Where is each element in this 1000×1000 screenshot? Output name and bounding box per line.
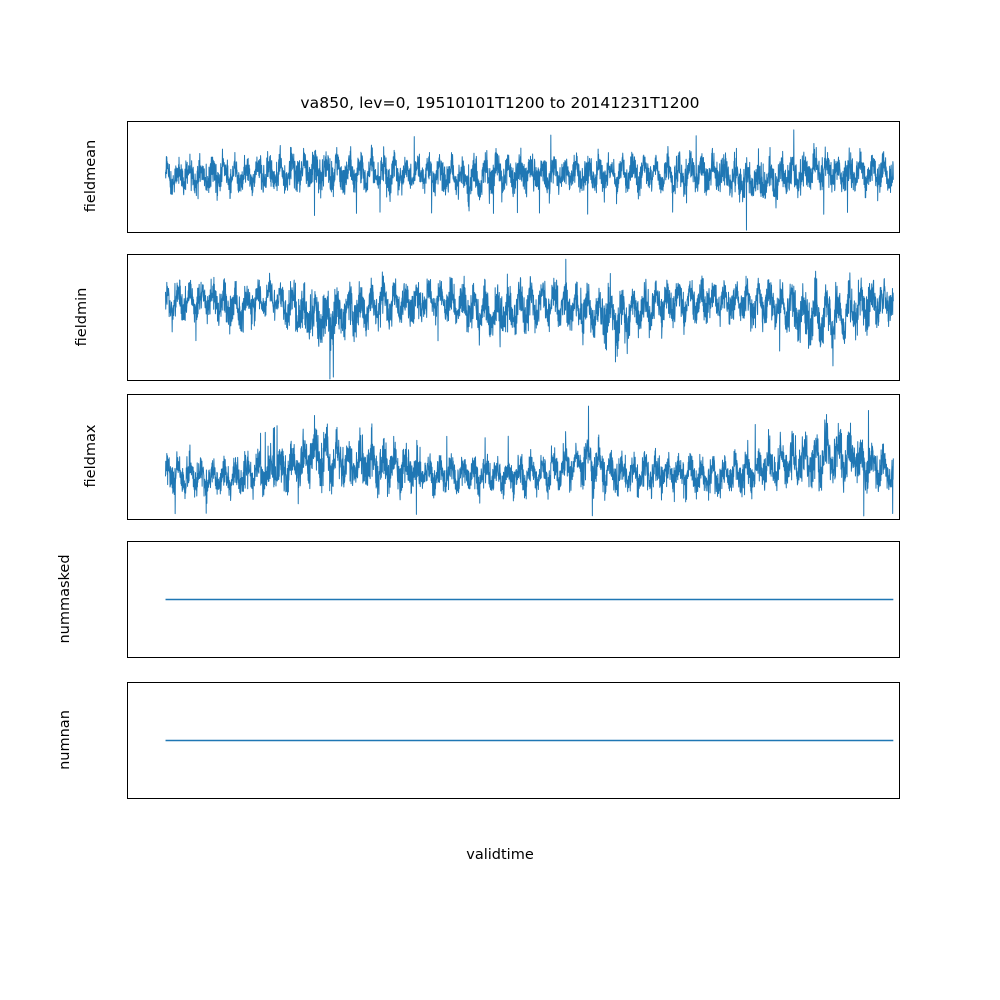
- y-tick-mark: [127, 555, 128, 556]
- plot-line-numnan: [165, 739, 894, 742]
- x-tick-mark: [382, 232, 383, 233]
- x-tick-mark: [496, 519, 497, 520]
- x-tick-mark: [154, 519, 155, 520]
- x-tick-mark: [724, 519, 725, 520]
- x-tick-mark: [838, 519, 839, 520]
- x-tick-mark: [610, 798, 611, 799]
- x-tick-mark: [154, 232, 155, 233]
- x-tick-mark: [268, 798, 269, 799]
- figure-title: va850, lev=0, 19510101T1200 to 20141231T…: [300, 94, 700, 112]
- y-tick-mark: [127, 696, 128, 697]
- x-tick-mark: [382, 657, 383, 658]
- y-tick-mark: [127, 223, 128, 224]
- x-tick-mark: [724, 657, 725, 658]
- x-tick-mark: [268, 519, 269, 520]
- x-tick-mark: [154, 380, 155, 381]
- x-axis-label: validtime: [466, 847, 534, 863]
- x-tick-mark: [610, 380, 611, 381]
- y-tick-mark: [127, 600, 128, 601]
- plot-line-fieldmean: [165, 129, 894, 231]
- x-tick-mark: [268, 232, 269, 233]
- x-tick-mark: [838, 657, 839, 658]
- y-tick-mark: [127, 741, 128, 742]
- plot-line-fieldmin: [165, 258, 894, 380]
- y-tick-mark: [127, 177, 128, 178]
- y-tick-mark: [127, 132, 128, 133]
- x-tick-mark: [154, 798, 155, 799]
- y-axis-label-fieldmax: fieldmax: [82, 424, 99, 488]
- x-tick-mark: [496, 798, 497, 799]
- y-tick-mark: [127, 281, 128, 282]
- subplot-fieldmin: −20−40−601950196019701980199020002010: [127, 254, 900, 381]
- y-axis-label-fieldmean: fieldmean: [82, 139, 99, 213]
- x-tick-mark: [838, 380, 839, 381]
- subplot-numnan: 0.050.00−0.05195019601970198019902000201…: [127, 682, 900, 799]
- x-tick-mark: [724, 232, 725, 233]
- x-tick-mark: [496, 232, 497, 233]
- x-tick-mark: [496, 657, 497, 658]
- subplot-fieldmax: 6040201950196019701980199020002010: [127, 394, 900, 520]
- x-tick-mark: [610, 232, 611, 233]
- x-tick-mark: [382, 380, 383, 381]
- x-tick-mark: [382, 519, 383, 520]
- x-tick-mark: [724, 380, 725, 381]
- x-tick-mark: [268, 380, 269, 381]
- plot-line-fieldmax: [165, 405, 894, 517]
- x-tick-mark: [610, 657, 611, 658]
- subplot-nummasked: 0.050.00−0.05195019601970198019902000201…: [127, 541, 900, 658]
- y-tick-mark: [127, 452, 128, 453]
- x-tick-mark: [382, 798, 383, 799]
- y-tick-mark: [127, 645, 128, 646]
- y-tick-mark: [127, 320, 128, 321]
- y-tick-mark: [127, 786, 128, 787]
- y-axis-label-fieldmin: fieldmin: [74, 287, 91, 346]
- x-tick-mark: [154, 657, 155, 658]
- y-axis-label-nummasked: nummasked: [57, 553, 73, 644]
- data-line: [165, 129, 894, 231]
- subplot-fieldmean: 20−21950196019701980199020002010: [127, 121, 900, 233]
- y-tick-mark: [127, 414, 128, 415]
- x-tick-mark: [838, 232, 839, 233]
- x-tick-mark: [724, 798, 725, 799]
- y-tick-mark: [127, 490, 128, 491]
- x-tick-mark: [268, 657, 269, 658]
- y-tick-mark: [127, 358, 128, 359]
- x-tick-mark: [610, 519, 611, 520]
- y-axis-label-numnan: numnan: [57, 709, 73, 770]
- data-line: [165, 258, 894, 380]
- plot-line-nummasked: [165, 598, 894, 601]
- data-line: [165, 405, 894, 517]
- x-tick-mark: [496, 380, 497, 381]
- x-tick-mark: [838, 798, 839, 799]
